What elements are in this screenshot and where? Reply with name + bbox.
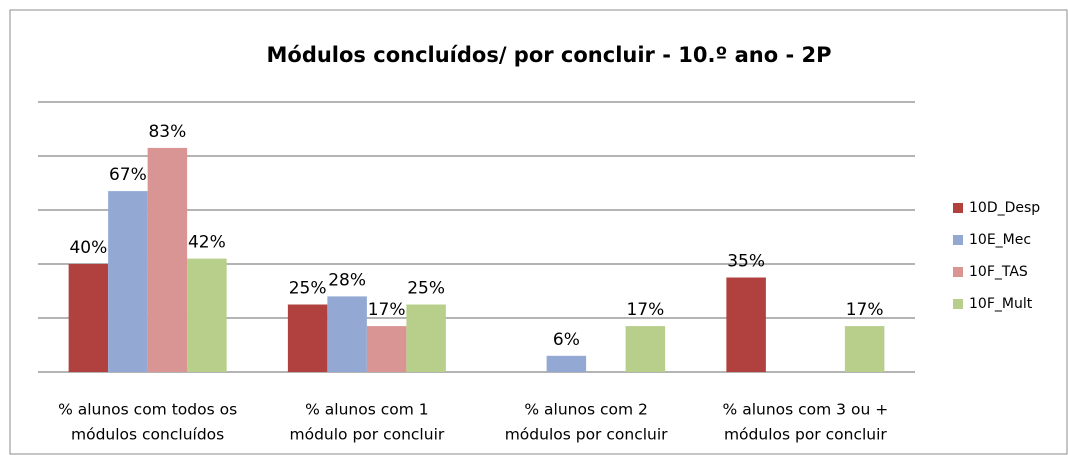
bar bbox=[726, 277, 766, 372]
data-label: 28% bbox=[328, 270, 366, 290]
legend-swatch bbox=[953, 203, 963, 213]
legend-swatch bbox=[953, 267, 963, 277]
legend-label: 10E_Mec bbox=[969, 232, 1031, 248]
bar bbox=[147, 147, 188, 372]
bar bbox=[327, 296, 367, 372]
data-label: 40% bbox=[69, 238, 107, 258]
data-label: 6% bbox=[553, 330, 580, 350]
bar bbox=[108, 191, 148, 372]
data-label: 17% bbox=[626, 300, 664, 320]
legend-swatch bbox=[953, 235, 963, 245]
chart-title: Módulos concluídos/ por concluir - 10.º … bbox=[267, 43, 832, 67]
data-label: 25% bbox=[407, 279, 445, 299]
legend-label: 10F_TAS bbox=[969, 264, 1028, 280]
bar bbox=[366, 326, 407, 372]
legend-swatch bbox=[953, 299, 963, 309]
x-tick-label: módulo por concluir bbox=[290, 426, 445, 444]
legend-label: 10F_Mult bbox=[969, 296, 1033, 312]
bar bbox=[287, 304, 328, 372]
data-label: 35% bbox=[727, 252, 765, 272]
x-tick-label: módulos por concluir bbox=[505, 426, 668, 444]
bar bbox=[844, 326, 885, 372]
data-label: 42% bbox=[188, 233, 226, 253]
x-tick-label: % alunos com 1 bbox=[305, 401, 429, 419]
x-tick-label: % alunos com 3 ou + bbox=[723, 401, 889, 419]
bar bbox=[546, 355, 587, 372]
bar bbox=[625, 326, 666, 372]
bar bbox=[187, 258, 227, 372]
data-label: 25% bbox=[289, 279, 327, 299]
x-tick-label: módulos concluídos bbox=[71, 426, 224, 444]
data-label: 67% bbox=[109, 165, 147, 185]
data-label: 17% bbox=[368, 300, 406, 320]
bar bbox=[406, 304, 446, 372]
x-tick-label: % alunos com todos os bbox=[58, 401, 237, 419]
data-label: 17% bbox=[846, 300, 884, 320]
data-label: 83% bbox=[148, 122, 186, 142]
x-tick-label: módulos por concluir bbox=[724, 426, 887, 444]
x-tick-label: % alunos com 2 bbox=[524, 401, 648, 419]
legend-label: 10D_Desp bbox=[969, 200, 1040, 216]
bar bbox=[68, 264, 109, 372]
